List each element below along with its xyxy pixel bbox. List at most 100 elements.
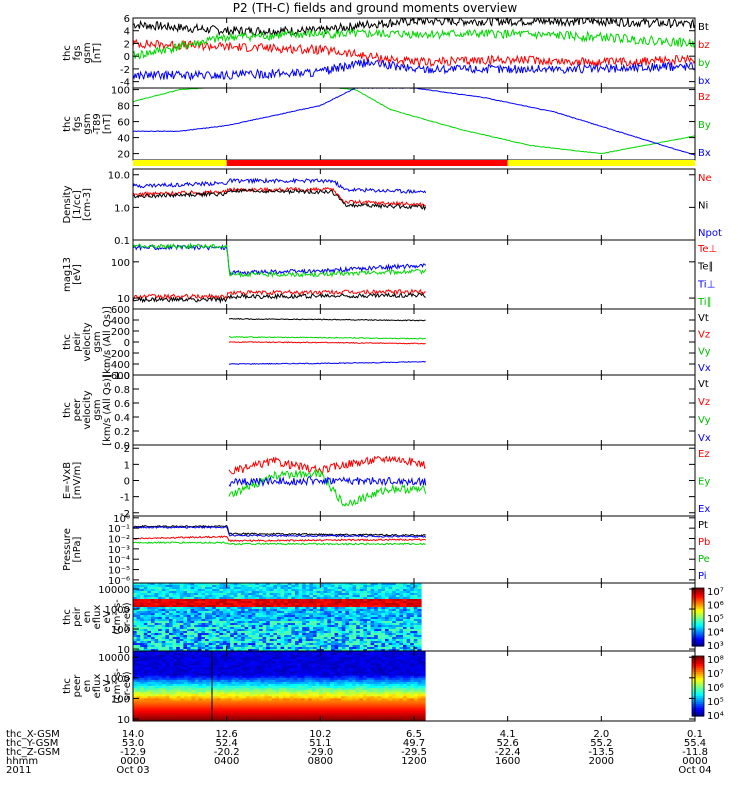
- spectrogram-cell: [158, 611, 163, 614]
- spectrogram-cell: [253, 698, 258, 702]
- spectrogram-cell: [253, 675, 258, 679]
- spectrogram-cell: [388, 635, 393, 638]
- spectrogram-cell: [413, 619, 418, 622]
- spectrogram-cell: [395, 607, 400, 610]
- spectrogram-cell: [202, 702, 207, 706]
- spectrogram-cell: [215, 629, 220, 632]
- spectrogram-cell: [264, 704, 269, 708]
- spectrogram-cell: [255, 617, 260, 620]
- spectrogram-cell: [255, 607, 260, 610]
- spectrogram-cell: [176, 655, 182, 658]
- spectrogram-cell: [286, 667, 291, 671]
- spectrogram-cell: [304, 653, 309, 656]
- spectrogram-cell: [191, 694, 196, 697]
- spectrogram-cell: [224, 673, 229, 677]
- spectrogram-cell: [298, 607, 303, 610]
- spectrogram-cell: [238, 675, 244, 679]
- spectrogram-cell: [323, 613, 328, 616]
- spectrogram-cell: [244, 613, 249, 616]
- spectrogram-cell: [248, 587, 253, 590]
- spectrogram-cell: [198, 702, 203, 706]
- spectrogram-cell: [308, 686, 313, 689]
- spectrogram-cell: [251, 643, 256, 646]
- spectrogram-cell: [305, 619, 310, 622]
- spectrogram-cell: [212, 637, 217, 640]
- spectrogram-cell: [158, 599, 163, 602]
- spectrogram-cell: [262, 629, 267, 632]
- spectrogram-cell: [392, 645, 397, 648]
- spectrogram-cell: [385, 629, 390, 632]
- spectrogram-cell: [165, 607, 170, 610]
- spectrogram-cell: [231, 700, 236, 704]
- spectrogram-cell: [302, 647, 307, 650]
- spectrogram-cell: [282, 663, 287, 667]
- spectrogram-cell: [176, 609, 181, 612]
- spectrogram-cell: [259, 629, 264, 632]
- spectrogram-cell: [266, 609, 271, 612]
- spectrogram-cell: [370, 585, 375, 588]
- spectrogram-cell: [143, 651, 149, 654]
- spectrogram-cell: [289, 712, 295, 716]
- spectrogram-cell: [194, 605, 199, 608]
- spectrogram-cell: [212, 595, 217, 598]
- spectrogram-cell: [219, 583, 224, 586]
- spectrogram-cell: [151, 675, 156, 679]
- spectrogram-cell: [315, 696, 320, 699]
- spectrogram-cell: [326, 694, 331, 697]
- spectrogram-cell: [291, 595, 296, 598]
- spectrogram-cell: [311, 714, 317, 718]
- spectrogram-cell: [255, 583, 260, 586]
- spectrogram-cell: [195, 690, 200, 693]
- spectrogram-cell: [248, 649, 253, 651]
- spectrogram-cell: [154, 611, 159, 614]
- spectrogram-cell: [227, 665, 233, 669]
- spectrogram-cell: [147, 639, 152, 642]
- spectrogram-cell: [220, 679, 225, 683]
- spectrogram-cell: [309, 629, 314, 632]
- spectrogram-cell: [233, 637, 238, 640]
- spectrogram-cell: [320, 605, 325, 608]
- spectrogram-cell: [257, 681, 262, 685]
- spectrogram-cell: [284, 587, 289, 590]
- spectrogram-cell: [195, 698, 200, 702]
- spectrogram-cell: [133, 673, 138, 677]
- spectrogram-cell: [176, 706, 182, 710]
- spectrogram-cell: [286, 663, 291, 667]
- series-line-vz: [228, 341, 426, 345]
- spectrogram-cell: [262, 645, 267, 648]
- spectrogram-cell: [395, 645, 400, 648]
- spectrogram-cell: [356, 599, 361, 602]
- spectrogram-cell: [367, 647, 372, 650]
- spectrogram-cell: [219, 603, 224, 606]
- spectrogram-cell: [140, 694, 145, 697]
- spectrogram-cell: [151, 595, 156, 598]
- spectrogram-cell: [280, 587, 285, 590]
- spectrogram-cell: [161, 603, 166, 606]
- spectrogram-cell: [169, 688, 174, 691]
- spectrogram-cell: [161, 613, 166, 616]
- spectrogram-cell: [331, 593, 336, 596]
- spectrogram-cell: [161, 621, 166, 624]
- spectrogram-cell: [313, 583, 318, 586]
- spectrogram-cell: [279, 671, 284, 675]
- spectrogram-cell: [406, 615, 411, 618]
- spectrogram-cell: [147, 605, 152, 608]
- spectrogram-cell: [413, 611, 418, 614]
- spectrogram-cell: [275, 677, 280, 681]
- spectrogram-cell: [293, 673, 298, 677]
- spectrogram-cell: [316, 649, 321, 651]
- spectrogram-cell: [140, 679, 145, 683]
- spectrogram-cell: [176, 631, 181, 634]
- spectrogram-cell: [322, 651, 328, 654]
- spectrogram-cell: [176, 595, 181, 598]
- spectrogram-cell: [264, 651, 269, 654]
- spectrogram-cell: [392, 639, 397, 642]
- spectrogram-cell: [205, 635, 210, 638]
- spectrogram-cell: [226, 613, 231, 616]
- spectrogram-cell: [147, 607, 152, 610]
- spectrogram-cell: [212, 631, 217, 634]
- spectrogram-cell: [230, 593, 235, 596]
- spectrogram-cell: [195, 679, 200, 683]
- spectrogram-cell: [279, 677, 284, 681]
- spectrogram-cell: [183, 607, 188, 610]
